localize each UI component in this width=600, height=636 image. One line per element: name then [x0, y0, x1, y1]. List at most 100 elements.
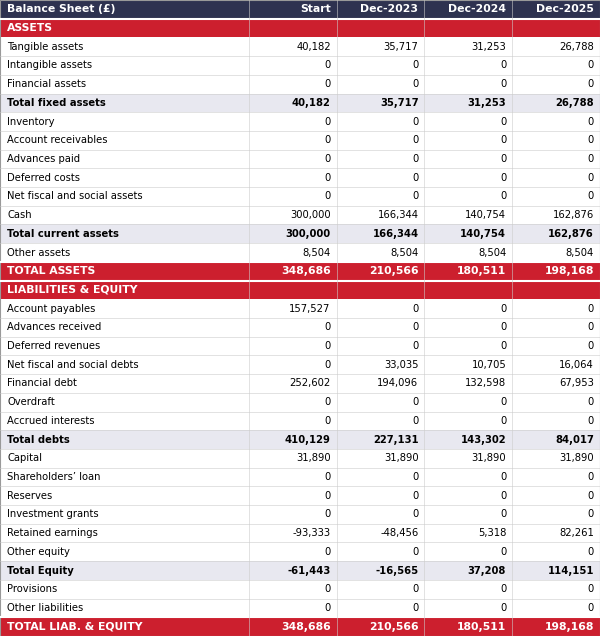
Bar [0, 225, 600, 243]
Text: Net fiscal and social assets: Net fiscal and social assets [7, 191, 143, 202]
Text: 0: 0 [412, 416, 418, 426]
Bar [0, 580, 600, 598]
Text: 0: 0 [500, 322, 506, 333]
Text: 0: 0 [587, 547, 594, 557]
Text: 35,717: 35,717 [383, 42, 418, 52]
Text: 0: 0 [325, 191, 331, 202]
Text: 40,182: 40,182 [296, 42, 331, 52]
Text: Total debts: Total debts [7, 434, 70, 445]
Text: 0: 0 [325, 397, 331, 407]
Text: 0: 0 [412, 472, 418, 482]
Text: 0: 0 [412, 603, 418, 613]
Text: 0: 0 [325, 416, 331, 426]
Text: 0: 0 [587, 603, 594, 613]
Text: 0: 0 [500, 397, 506, 407]
Text: 300,000: 300,000 [286, 229, 331, 239]
Text: 0: 0 [587, 79, 594, 89]
Text: Financial assets: Financial assets [7, 79, 86, 89]
Text: 0: 0 [587, 416, 594, 426]
Bar [0, 411, 600, 430]
Text: 82,261: 82,261 [559, 528, 594, 538]
Text: 26,788: 26,788 [555, 98, 594, 108]
Bar [0, 0, 600, 18]
Bar [0, 243, 600, 262]
Text: TOTAL ASSETS: TOTAL ASSETS [7, 266, 95, 276]
Bar [0, 131, 600, 149]
Text: 31,253: 31,253 [472, 42, 506, 52]
Text: 0: 0 [500, 154, 506, 164]
Bar [0, 262, 600, 280]
Text: 166,344: 166,344 [377, 210, 418, 220]
Text: 33,035: 33,035 [384, 360, 418, 370]
Text: 0: 0 [500, 584, 506, 594]
Text: 0: 0 [500, 416, 506, 426]
Text: 40,182: 40,182 [292, 98, 331, 108]
Text: 0: 0 [587, 584, 594, 594]
Text: 0: 0 [412, 135, 418, 145]
Bar [0, 430, 600, 449]
Bar [0, 169, 600, 187]
Text: 0: 0 [587, 303, 594, 314]
Bar [0, 505, 600, 524]
Text: 180,511: 180,511 [457, 266, 506, 276]
Bar [0, 56, 600, 75]
Bar [0, 187, 600, 206]
Text: 0: 0 [325, 154, 331, 164]
Bar [0, 318, 600, 336]
Text: 0: 0 [500, 60, 506, 71]
Text: 0: 0 [500, 603, 506, 613]
Text: Dec-2024: Dec-2024 [448, 4, 506, 15]
Text: 10,705: 10,705 [472, 360, 506, 370]
Bar [0, 618, 600, 636]
Text: Intangible assets: Intangible assets [7, 60, 92, 71]
Text: 31,890: 31,890 [296, 453, 331, 463]
Bar [0, 149, 600, 169]
Text: 0: 0 [325, 341, 331, 351]
Bar [0, 38, 600, 56]
Text: 0: 0 [412, 322, 418, 333]
Text: 162,876: 162,876 [553, 210, 594, 220]
Text: 0: 0 [500, 491, 506, 501]
Bar [0, 356, 600, 374]
Bar [0, 598, 600, 618]
Text: Net fiscal and social debts: Net fiscal and social debts [7, 360, 139, 370]
Text: 0: 0 [412, 341, 418, 351]
Text: 0: 0 [587, 472, 594, 482]
Text: 0: 0 [500, 173, 506, 183]
Text: 194,096: 194,096 [377, 378, 418, 389]
Text: 31,890: 31,890 [472, 453, 506, 463]
Text: Account receivables: Account receivables [7, 135, 108, 145]
Text: 37,208: 37,208 [468, 565, 506, 576]
Text: 0: 0 [587, 60, 594, 71]
Text: Capital: Capital [7, 453, 42, 463]
Bar [0, 374, 600, 393]
Text: 0: 0 [412, 154, 418, 164]
Text: Other assets: Other assets [7, 247, 70, 258]
Bar [0, 561, 600, 580]
Bar [0, 18, 600, 38]
Text: Total Equity: Total Equity [7, 565, 74, 576]
Bar [0, 336, 600, 356]
Text: 348,686: 348,686 [281, 266, 331, 276]
Text: 0: 0 [412, 303, 418, 314]
Text: 114,151: 114,151 [547, 565, 594, 576]
Bar [0, 93, 600, 112]
Text: 0: 0 [412, 547, 418, 557]
Text: -93,333: -93,333 [293, 528, 331, 538]
Text: Balance Sheet (£): Balance Sheet (£) [7, 4, 116, 15]
Text: 162,876: 162,876 [548, 229, 594, 239]
Text: 0: 0 [587, 191, 594, 202]
Bar [0, 393, 600, 411]
Text: 0: 0 [412, 191, 418, 202]
Bar [0, 206, 600, 225]
Text: 0: 0 [587, 173, 594, 183]
Text: 198,168: 198,168 [545, 621, 594, 632]
Text: ASSETS: ASSETS [7, 23, 53, 33]
Text: 0: 0 [325, 584, 331, 594]
Text: 0: 0 [587, 397, 594, 407]
Text: 0: 0 [325, 603, 331, 613]
Text: 0: 0 [587, 341, 594, 351]
Text: Deferred costs: Deferred costs [7, 173, 80, 183]
Text: 0: 0 [500, 135, 506, 145]
Text: 0: 0 [325, 322, 331, 333]
